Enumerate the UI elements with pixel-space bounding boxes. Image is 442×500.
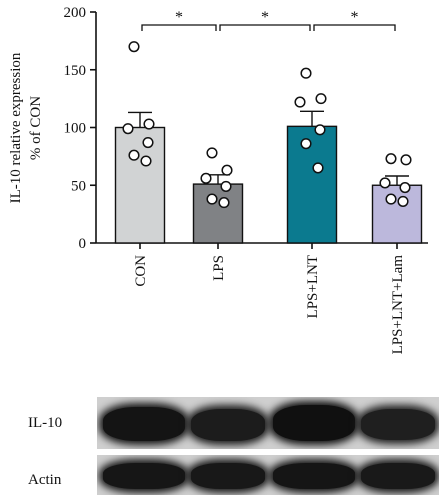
data-point-2-3 (314, 124, 326, 136)
blot-label-il10: IL-10 (28, 415, 63, 431)
actin-band-1 (191, 463, 265, 489)
data-point-1-2 (200, 172, 212, 184)
data-point-1-1 (221, 164, 233, 176)
il10-band-2 (273, 405, 355, 441)
significance-bracket-0 (141, 24, 217, 31)
data-point-3-2 (379, 177, 391, 189)
x-tick-label-1: LPS (211, 255, 227, 281)
y-tick-label-3: 150 (64, 63, 87, 79)
y-tick-label-2: 100 (64, 121, 87, 137)
bar-3 (371, 184, 423, 244)
data-point-1-3 (220, 180, 232, 192)
y-axis-label-line2: % of CON (28, 96, 44, 160)
significance-label-1: * (261, 9, 269, 26)
data-point-0-5 (140, 155, 152, 167)
bar-1 (192, 183, 244, 244)
data-point-3-3 (399, 182, 411, 194)
y-tick-label-4: 200 (64, 5, 87, 21)
data-point-2-0 (300, 67, 312, 79)
blot-label-actin: Actin (28, 472, 62, 488)
il10-band-1 (191, 409, 265, 441)
significance-bracket-1 (219, 24, 311, 31)
data-point-0-1 (143, 118, 155, 130)
bar-chart: IL-10 relative expression % of CON 0 50 10… (8, 5, 428, 355)
significance-label-0: * (175, 9, 183, 26)
x-tick-label-0: CON (133, 255, 149, 287)
data-point-2-1 (315, 93, 327, 105)
actin-band-3 (361, 463, 435, 489)
bar-0 (114, 126, 166, 244)
x-tick-label-3: LPS+LNT+Lam (390, 255, 406, 355)
y-axis-label: IL-10 relative expression % of CON (8, 52, 44, 203)
data-point-3-0 (385, 153, 397, 165)
data-point-2-4 (300, 138, 312, 150)
data-point-2-5 (312, 162, 324, 174)
data-point-0-3 (142, 136, 154, 149)
bar-2 (286, 125, 338, 244)
bars (114, 41, 423, 244)
data-point-3-1 (400, 154, 412, 166)
il10-band-3 (361, 409, 435, 440)
il10-band-0 (103, 407, 185, 441)
y-axis-label-line1: IL-10 relative expression (8, 52, 24, 203)
actin-band-2 (273, 463, 355, 489)
data-point-1-0 (206, 147, 218, 159)
significance-label-2: * (351, 9, 359, 26)
data-point-1-5 (218, 197, 230, 209)
y-tick-label-1: 50 (71, 178, 86, 194)
data-point-2-2 (294, 96, 306, 108)
data-point-3-4 (385, 193, 397, 205)
data-point-0-4 (128, 149, 140, 161)
data-point-1-4 (206, 193, 218, 205)
blot-panel-actin (97, 455, 439, 495)
blot-panel-il10 (97, 397, 439, 449)
axes: 0 50 100 150 200 CON LPS LPS+LNT LPS+LNT+Lam (64, 5, 428, 355)
significance-brackets: * * * (141, 9, 396, 31)
y-tick-label-0: 0 (79, 236, 87, 252)
x-tick-label-2: LPS+LNT (305, 255, 321, 318)
significance-bracket-2 (313, 24, 396, 31)
data-point-0-0 (128, 41, 140, 53)
data-point-3-5 (397, 195, 409, 207)
actin-band-0 (103, 463, 185, 489)
data-point-0-2 (122, 123, 134, 135)
